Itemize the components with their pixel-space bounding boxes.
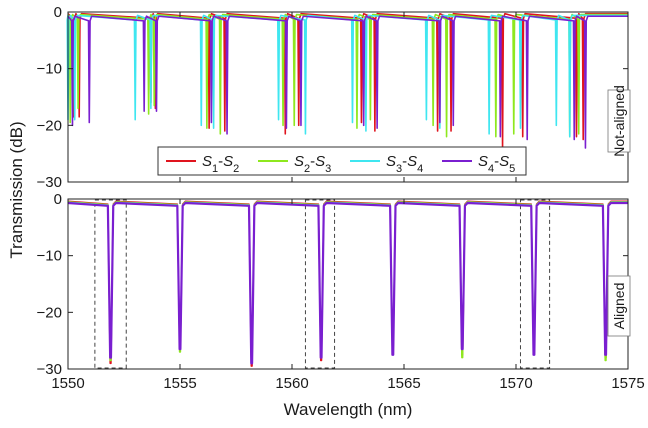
top-ytick-label: −10 xyxy=(37,61,62,78)
top-series-group xyxy=(66,12,628,149)
bottom-series-group xyxy=(67,200,628,367)
x-tick-label: 1565 xyxy=(387,375,420,392)
legend-label-s12: S1-S2 xyxy=(202,153,239,175)
highlight-box xyxy=(94,199,127,369)
legend: S1-S2 S2-S3 S3-S4 S4-S5 xyxy=(157,146,527,176)
legend-label-s34: S3-S4 xyxy=(386,153,423,175)
highlight-box xyxy=(519,199,551,369)
series-line-s45 xyxy=(67,201,628,365)
x-tick-label: 1570 xyxy=(499,375,532,392)
top-panel-tag: Not-aligned xyxy=(607,85,631,157)
top-ytick-label: −30 xyxy=(37,174,62,191)
top-ytick-label: 0 xyxy=(54,4,62,21)
bottom-ytick-label: −10 xyxy=(37,248,62,265)
legend-label-s23: S2-S3 xyxy=(294,153,331,175)
bottom-panel-tag-label: Aligned xyxy=(611,283,627,330)
bottom-ytick-label: −30 xyxy=(37,361,62,378)
series-line-s45 xyxy=(67,15,628,149)
top-ytick-label: −20 xyxy=(37,117,62,134)
bottom-plot-area xyxy=(68,199,628,369)
x-tick-label: 1560 xyxy=(275,375,308,392)
bottom-ytick-label: 0 xyxy=(54,191,62,208)
highlight-boxes xyxy=(94,199,551,369)
x-axis-label: Wavelength (nm) xyxy=(284,400,413,419)
x-tick-label: 1550 xyxy=(51,375,84,392)
highlight-box xyxy=(304,199,336,369)
bottom-ytick-label: −20 xyxy=(37,304,62,321)
x-tick-label: 1575 xyxy=(611,375,644,392)
x-tick-label: 1555 xyxy=(163,375,196,392)
bottom-panel-tag: Aligned xyxy=(607,275,631,337)
y-axis-label: Transmission (dB) xyxy=(7,121,26,258)
top-panel: 0 −10 −20 −30 S1-S2 S2-S3 S3-S4 S4-S5 Not-alig… xyxy=(37,4,631,191)
legend-label-s45: S4-S5 xyxy=(478,153,515,175)
top-panel-tag-label: Not-aligned xyxy=(611,85,627,157)
